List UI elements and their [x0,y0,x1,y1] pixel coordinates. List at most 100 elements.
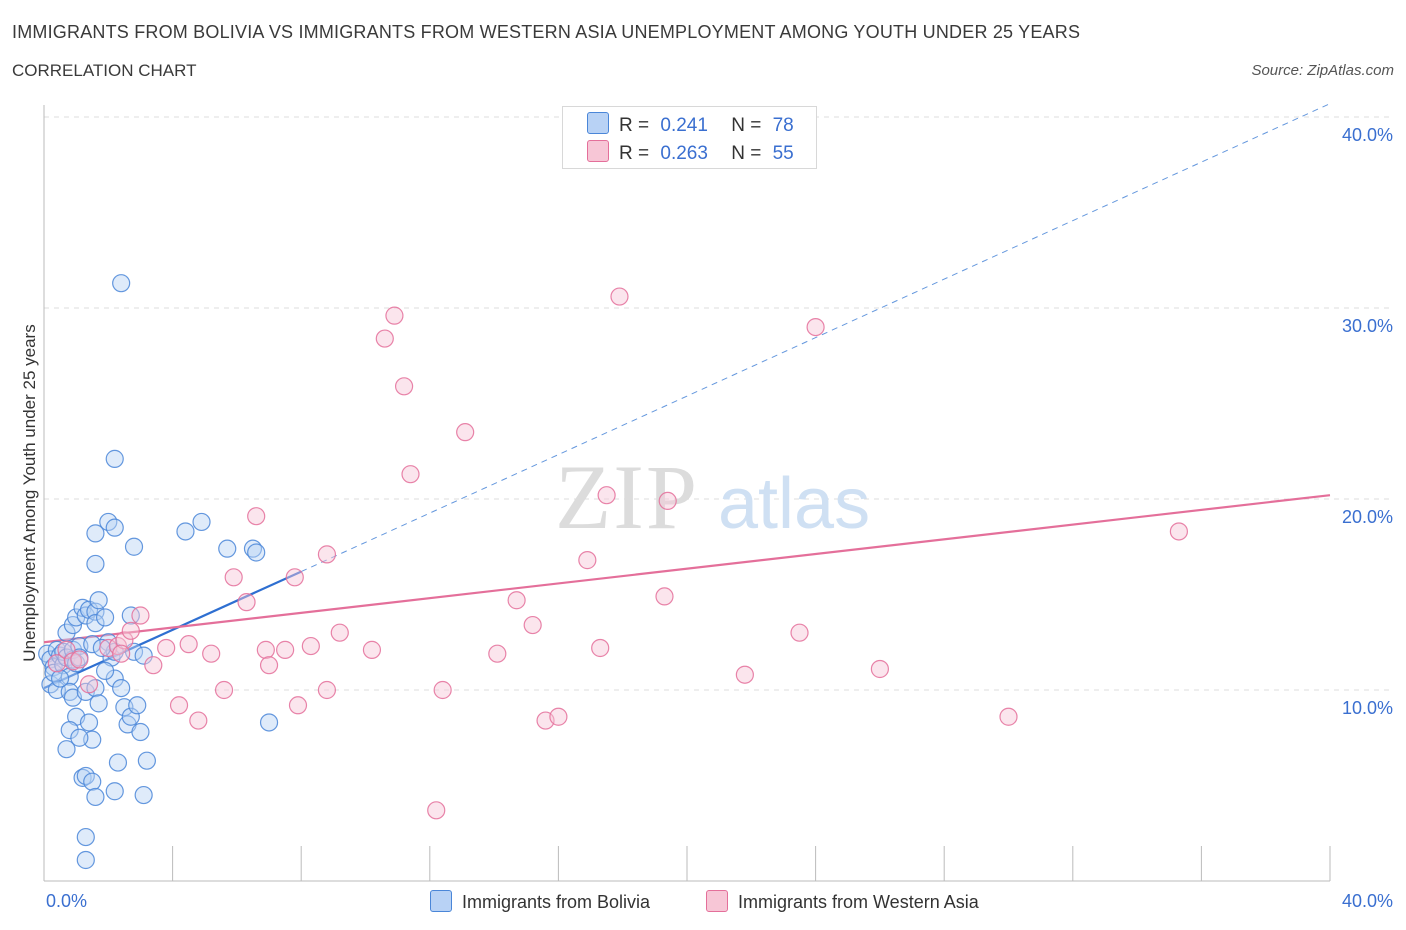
source-credit: Source: ZipAtlas.com [1251,62,1394,79]
bolivia-trend-extension [300,103,1331,573]
western-asia-point [276,640,295,659]
western-asia-point [112,644,131,663]
western-asia-point [131,606,150,625]
axes [43,105,1331,882]
bolivia-point [218,539,237,558]
western-asia-point [79,675,99,694]
bolivia-points [38,274,279,870]
bolivia-point [121,707,140,726]
bolivia-point [76,827,95,847]
bolivia-point [60,682,79,702]
western-asia-point [47,654,66,673]
bolivia-point [57,740,76,759]
chart-title: IMMIGRANTS FROM BOLIVIA VS IMMIGRANTS FR… [12,22,1081,42]
legend-swatch-bolivia [430,890,452,912]
stats-legend: R = 0.241 N = 78 R = 0.263 N = 55 [562,106,817,169]
legend-swatch-western-asia [706,890,728,912]
western-asia-point [362,640,382,659]
bolivia-point [105,669,124,688]
western-asia-point [63,652,83,671]
r-label-2: R = [619,143,650,164]
y-axis-label: Unemployment Among Youth under 25 years [20,324,39,661]
western-asia-point [591,638,610,658]
r-label-1: R = [619,115,650,136]
bolivia-point [76,606,95,625]
bolivia-point [134,785,153,805]
bolivia-point [86,554,105,574]
western-asia-point [179,635,198,654]
n-value-1: 78 [772,115,794,136]
western-asia-point [427,801,446,820]
y-tick-label: 40.0% [1342,125,1393,145]
western-asia-point [121,621,140,640]
western-asia-point [169,696,189,715]
western-asia-point [288,696,308,715]
western-asia-point [610,287,629,306]
bolivia-point [131,722,150,742]
western-asia-point [214,680,234,700]
western-asia-point [401,465,420,484]
western-asia-point [523,615,542,635]
bolivia-point [108,753,128,772]
bolivia-point [95,661,115,681]
bolivia-point [83,772,102,791]
western-asia-point [790,623,809,642]
bolivia-point [112,274,131,293]
r-value-1: 0.241 [660,115,708,136]
western-asia-point [870,659,890,679]
bolivia-point [112,678,131,698]
bolivia-point [137,751,156,770]
western-asia-point [189,711,208,730]
bolivia-point [121,606,140,625]
n-label-1: N = [731,115,762,136]
legend-label-bolivia: Immigrants from Bolivia [462,892,651,912]
bolivia-point [105,782,124,801]
western-asia-point [999,707,1018,726]
western-asia-point [597,486,616,505]
western-asia-point [330,623,349,642]
western-asia-point [70,650,89,669]
western-asia-point [57,640,76,659]
legend-item-bolivia: Immigrants from Bolivia [430,890,650,913]
western-asia-point [456,423,475,442]
western-asia-point [115,631,134,650]
bolivia-point [105,518,124,537]
western-asia-point [1169,522,1188,541]
western-asia-point [375,329,394,348]
western-asia-point [317,545,337,564]
stats-row-western-asia: R = 0.263 N = 55 [587,140,794,166]
stats-row-bolivia: R = 0.241 N = 78 [587,112,794,138]
western-asia-point [433,680,452,700]
trend-lines [43,103,1331,690]
bolivia-point [105,449,124,468]
y-tick-label: 20.0% [1342,507,1393,527]
bolivia-point [70,728,89,747]
swatch-western-asia [587,140,609,162]
y-tick-label: 30.0% [1342,316,1393,336]
western-asia-point [301,636,320,656]
western-asia-point [256,640,275,659]
western-asia-point [247,507,266,526]
western-asia-point [549,707,568,726]
swatch-bolivia [587,112,609,134]
western-asia-point [202,644,221,663]
watermark: ZIP atlas [555,446,870,548]
x-tick-label-min: 0.0% [46,891,88,911]
y-tick-labels: 10.0% 20.0% 30.0% 40.0% [1342,125,1393,718]
bolivia-point [73,768,92,787]
western-asia-point [806,318,825,337]
bolivia-point [247,543,266,562]
bolivia-point [76,850,95,870]
western-asia-point [578,551,597,570]
western-asia-point [259,656,279,675]
watermark-atlas: atlas [718,464,870,544]
western-asia-point [394,377,414,396]
western-asia-point [144,656,163,675]
x-tick-label-max: 40.0% [1341,891,1393,911]
western-asia-points [47,287,1188,820]
bolivia-point [134,646,153,665]
western-asia-point [385,306,404,325]
y-tick-label: 10.0% [1342,698,1393,718]
western-asia-point [224,568,243,587]
